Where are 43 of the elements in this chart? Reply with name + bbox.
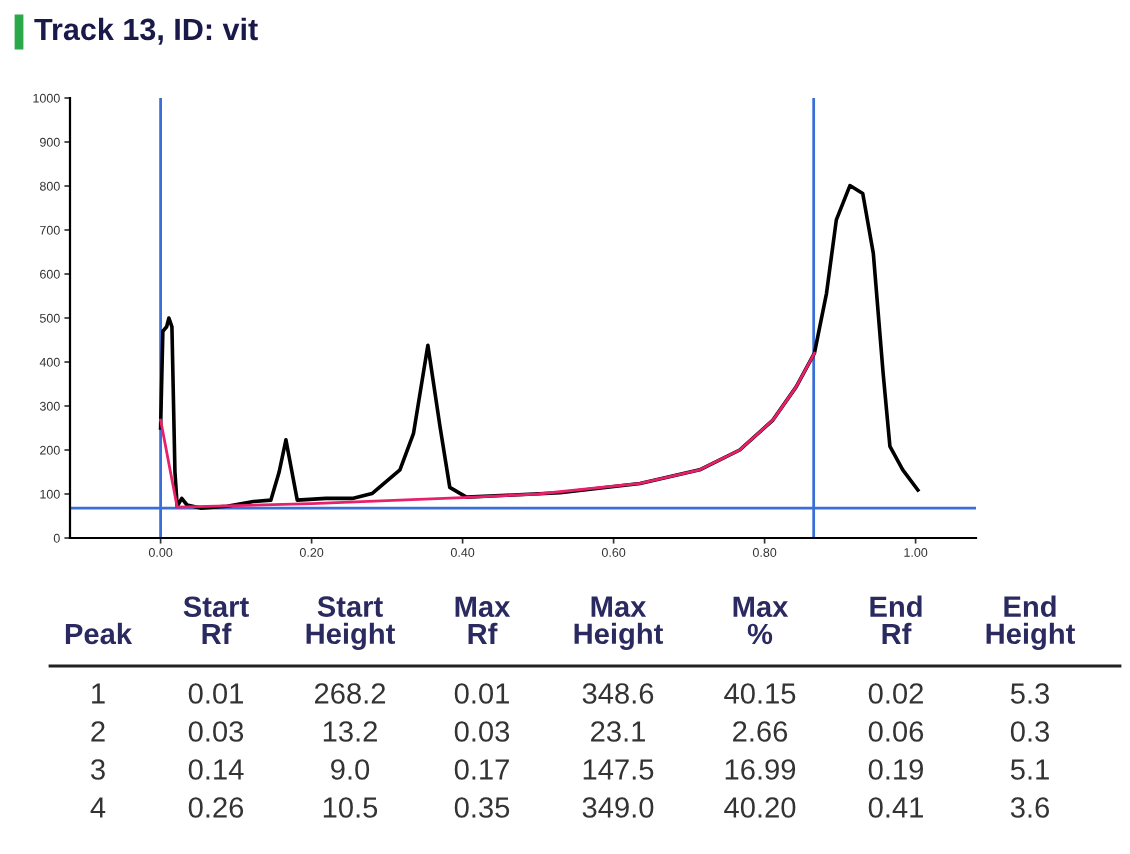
text: 0.03 <box>454 721 510 742</box>
text: End Height <box>986 595 1076 650</box>
text: 2 <box>91 721 105 742</box>
text: 0.01 <box>454 683 509 704</box>
text: 147.5 <box>583 759 654 780</box>
text: Max Rf <box>455 596 511 644</box>
text: Start Height <box>306 596 396 650</box>
chart-title: Track 13, ID: vit <box>34 17 258 45</box>
text: 0.17 <box>454 759 509 780</box>
text: 1 <box>92 683 105 704</box>
text: 268.2 <box>314 683 386 704</box>
text: 349.0 <box>582 797 654 818</box>
text: 13.2 <box>323 721 377 742</box>
text: 3.6 <box>1010 797 1049 818</box>
text: 0.14 <box>188 759 244 780</box>
text: 9.0 <box>331 759 370 780</box>
text: 0.19 <box>868 759 923 780</box>
text: 0.03 <box>188 721 244 742</box>
text: 23.1 <box>591 721 645 742</box>
text: 4 <box>90 797 106 818</box>
text: 5.1 <box>1010 759 1049 780</box>
text: 2.66 <box>733 721 788 742</box>
text: 5.3 <box>1010 683 1049 704</box>
text: 10.5 <box>323 797 378 818</box>
line-series <box>158 183 920 510</box>
text: 0.35 <box>454 797 510 818</box>
text: 0.01 <box>188 683 243 704</box>
text: Max % <box>733 596 789 645</box>
text: Start Rf <box>183 596 249 644</box>
text: 0.41 <box>868 797 923 818</box>
text: 40.20 <box>724 797 796 818</box>
text: 16.99 <box>725 759 796 780</box>
text: End Rf <box>870 595 922 644</box>
text: 0.02 <box>868 683 923 704</box>
text: 0.3 <box>1010 721 1049 742</box>
text: 0.26 <box>188 797 244 818</box>
text: 3 <box>91 759 105 780</box>
text: 40.15 <box>724 683 796 704</box>
text: Max Height <box>574 596 664 650</box>
text: 348.6 <box>582 683 654 704</box>
line-series <box>159 351 816 509</box>
text: 0.06 <box>868 721 924 742</box>
text: Peak <box>65 622 133 645</box>
